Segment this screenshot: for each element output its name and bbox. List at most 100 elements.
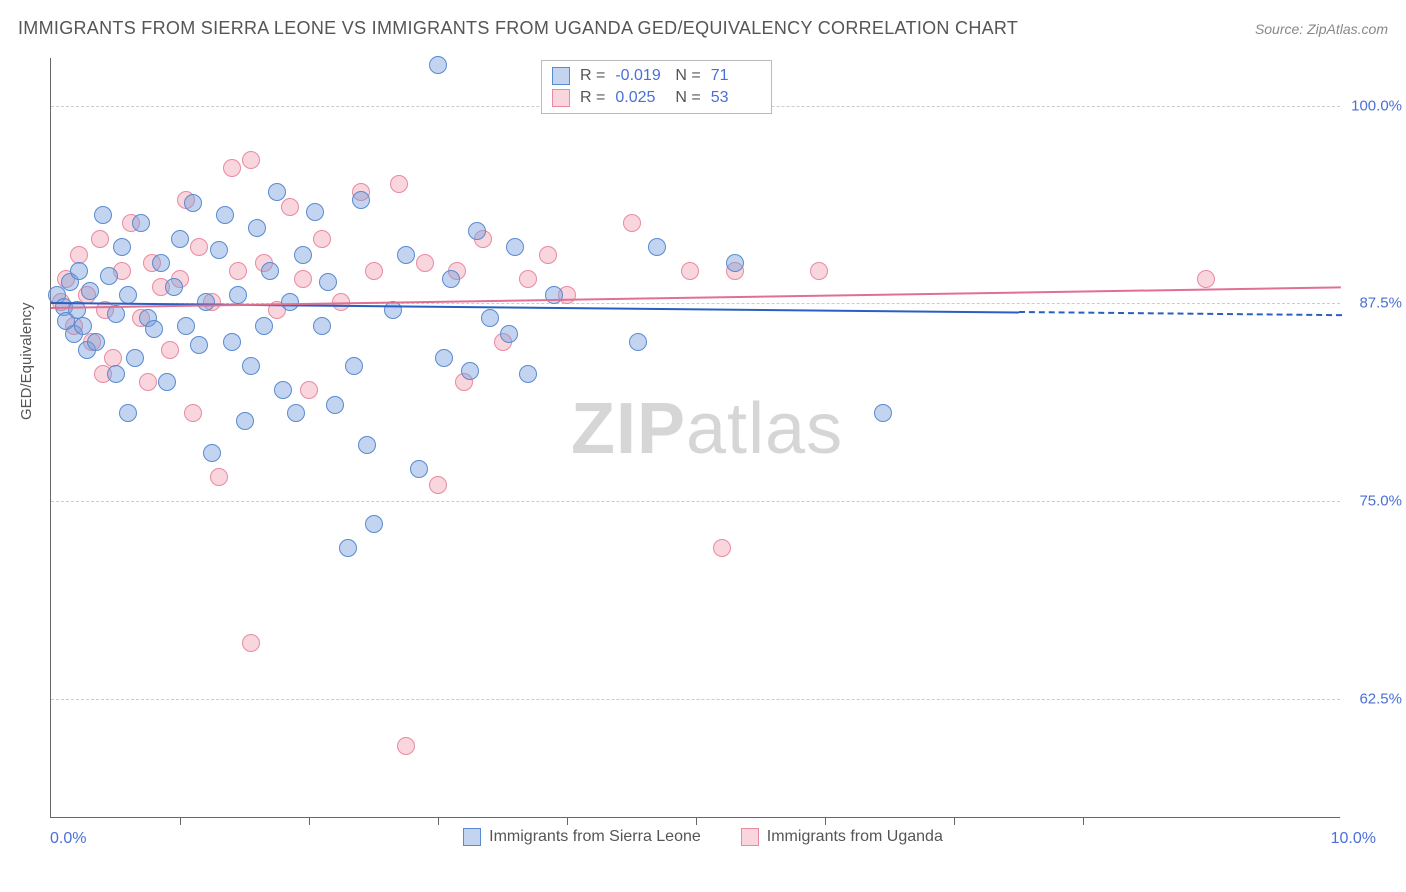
data-point — [242, 151, 260, 169]
data-point — [81, 282, 99, 300]
x-tick — [438, 817, 439, 825]
data-point — [223, 159, 241, 177]
data-point — [113, 238, 131, 256]
data-point — [410, 460, 428, 478]
data-point — [429, 56, 447, 74]
data-point — [248, 219, 266, 237]
data-point — [119, 404, 137, 422]
data-point — [190, 238, 208, 256]
data-point — [274, 381, 292, 399]
x-tick — [567, 817, 568, 825]
trend-line — [1018, 311, 1341, 316]
data-point — [681, 262, 699, 280]
data-point — [203, 444, 221, 462]
data-point — [216, 206, 234, 224]
data-point — [255, 317, 273, 335]
x-tick — [696, 817, 697, 825]
data-point — [242, 634, 260, 652]
data-point — [161, 341, 179, 359]
data-point — [345, 357, 363, 375]
data-point — [87, 333, 105, 351]
data-point — [287, 404, 305, 422]
y-tick-label: 62.5% — [1359, 691, 1402, 708]
data-point — [623, 214, 641, 232]
data-point — [70, 262, 88, 280]
legend-item-series1: Immigrants from Sierra Leone — [463, 828, 701, 846]
data-point — [91, 230, 109, 248]
data-point — [339, 539, 357, 557]
data-point — [429, 476, 447, 494]
data-point — [352, 191, 370, 209]
data-point — [281, 198, 299, 216]
data-point — [165, 278, 183, 296]
series-legend: Immigrants from Sierra Leone Immigrants … — [0, 828, 1406, 846]
swatch-series1 — [463, 828, 481, 846]
y-axis-label: GED/Equivalency — [18, 302, 35, 420]
data-point — [190, 336, 208, 354]
data-point — [300, 381, 318, 399]
data-point — [326, 396, 344, 414]
data-point — [442, 270, 460, 288]
data-point — [874, 404, 892, 422]
legend-item-series2: Immigrants from Uganda — [741, 828, 943, 846]
y-tick-label: 100.0% — [1351, 97, 1402, 114]
data-point — [158, 373, 176, 391]
data-point — [313, 230, 331, 248]
data-point — [268, 183, 286, 201]
gridline — [51, 501, 1340, 502]
data-point — [94, 206, 112, 224]
data-point — [306, 203, 324, 221]
data-point — [261, 262, 279, 280]
x-tick — [954, 817, 955, 825]
x-tick — [825, 817, 826, 825]
data-point — [210, 241, 228, 259]
gridline — [51, 699, 1340, 700]
data-point — [519, 365, 537, 383]
x-tick — [309, 817, 310, 825]
source-attribution: Source: ZipAtlas.com — [1255, 21, 1388, 37]
swatch-series2 — [552, 89, 570, 107]
correlation-legend: R =-0.019 N =71 R =0.025 N =53 — [541, 60, 772, 114]
data-point — [242, 357, 260, 375]
data-point — [236, 412, 254, 430]
data-point — [119, 286, 137, 304]
data-point — [726, 254, 744, 272]
legend-row-series2: R =0.025 N =53 — [552, 87, 761, 109]
data-point — [177, 317, 195, 335]
data-point — [810, 262, 828, 280]
data-point — [139, 373, 157, 391]
data-point — [384, 301, 402, 319]
data-point — [171, 230, 189, 248]
data-point — [435, 349, 453, 367]
swatch-series2 — [741, 828, 759, 846]
data-point — [107, 365, 125, 383]
data-point — [397, 737, 415, 755]
data-point — [152, 254, 170, 272]
data-point — [184, 404, 202, 422]
chart-title: IMMIGRANTS FROM SIERRA LEONE VS IMMIGRAN… — [18, 18, 1018, 39]
data-point — [481, 309, 499, 327]
x-tick — [1083, 817, 1084, 825]
data-point — [365, 515, 383, 533]
data-point — [390, 175, 408, 193]
data-point — [1197, 270, 1215, 288]
data-point — [319, 273, 337, 291]
data-point — [539, 246, 557, 264]
chart-plot-area: ZIPatlas R =-0.019 N =71 R =0.025 N =53 … — [50, 58, 1340, 818]
swatch-series1 — [552, 67, 570, 85]
watermark: ZIPatlas — [571, 388, 843, 470]
data-point — [397, 246, 415, 264]
data-point — [197, 293, 215, 311]
x-tick — [180, 817, 181, 825]
data-point — [358, 436, 376, 454]
data-point — [223, 333, 241, 351]
data-point — [132, 214, 150, 232]
data-point — [100, 267, 118, 285]
data-point — [294, 270, 312, 288]
data-point — [629, 333, 647, 351]
data-point — [365, 262, 383, 280]
data-point — [229, 262, 247, 280]
data-point — [468, 222, 486, 240]
data-point — [519, 270, 537, 288]
data-point — [210, 468, 228, 486]
